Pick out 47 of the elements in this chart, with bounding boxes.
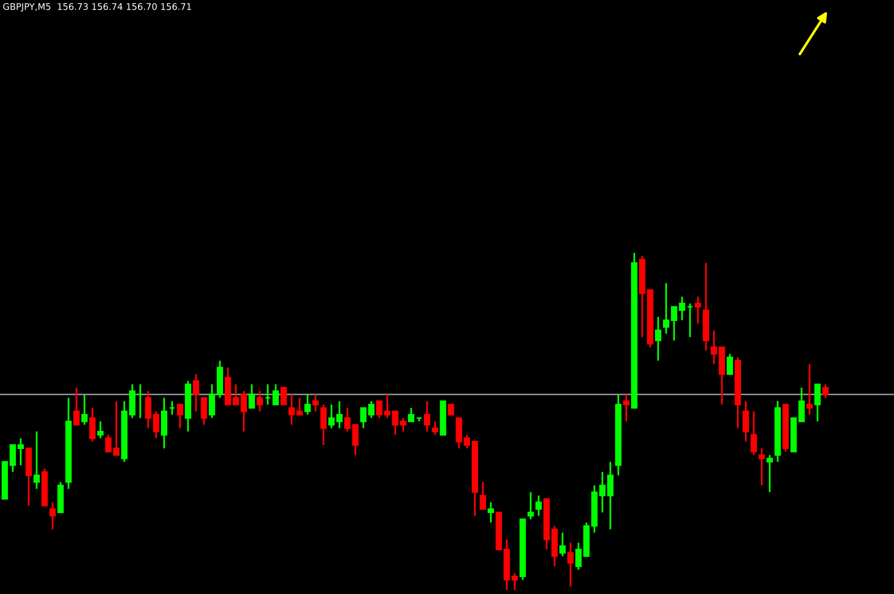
candlestick bbox=[750, 410, 757, 456]
candlestick bbox=[73, 386, 80, 426]
candlestick bbox=[822, 383, 829, 399]
candlestick bbox=[168, 400, 176, 416]
candlestick bbox=[424, 400, 430, 432]
candlestick bbox=[33, 430, 40, 490]
candlestick bbox=[81, 394, 88, 426]
candlestick bbox=[280, 386, 287, 406]
candlestick bbox=[304, 394, 311, 416]
candlestick bbox=[575, 542, 582, 571]
candlestick bbox=[256, 390, 263, 412]
candlestick bbox=[726, 353, 734, 376]
candlestick bbox=[456, 417, 462, 450]
candlestick bbox=[97, 420, 104, 440]
chart-title: GBPJPY,M5 156.73 156.74 156.70 156.71 bbox=[3, 3, 192, 12]
candlestick bbox=[528, 491, 534, 520]
candlestick bbox=[137, 383, 144, 419]
candlestick bbox=[89, 407, 96, 442]
candlestick bbox=[448, 404, 454, 416]
candlestick bbox=[264, 383, 271, 406]
candlestick bbox=[336, 400, 343, 429]
candlestick bbox=[312, 394, 319, 412]
candlestick bbox=[654, 316, 662, 362]
candlestick bbox=[758, 448, 765, 486]
candlestick bbox=[567, 542, 574, 588]
candlestick bbox=[408, 407, 414, 422]
candlestick bbox=[535, 494, 542, 517]
candlestick bbox=[694, 296, 702, 324]
candlestick bbox=[480, 481, 486, 510]
candlestick bbox=[176, 404, 184, 429]
candlestick bbox=[328, 404, 335, 429]
candlestick bbox=[200, 396, 208, 426]
candlestick bbox=[192, 373, 200, 412]
candlestick bbox=[686, 302, 694, 338]
candlestick bbox=[488, 501, 494, 524]
candlestick bbox=[320, 404, 327, 446]
candlestick bbox=[272, 383, 279, 406]
candlestick bbox=[806, 363, 813, 416]
candlestick bbox=[742, 400, 749, 442]
candlestick bbox=[248, 383, 255, 409]
candlestick bbox=[814, 383, 821, 422]
candlestick bbox=[559, 532, 566, 558]
candlestick bbox=[160, 396, 168, 450]
candlestick bbox=[623, 394, 630, 422]
candlestick bbox=[432, 420, 438, 436]
candlestick bbox=[766, 454, 773, 494]
candlestick bbox=[49, 501, 56, 530]
